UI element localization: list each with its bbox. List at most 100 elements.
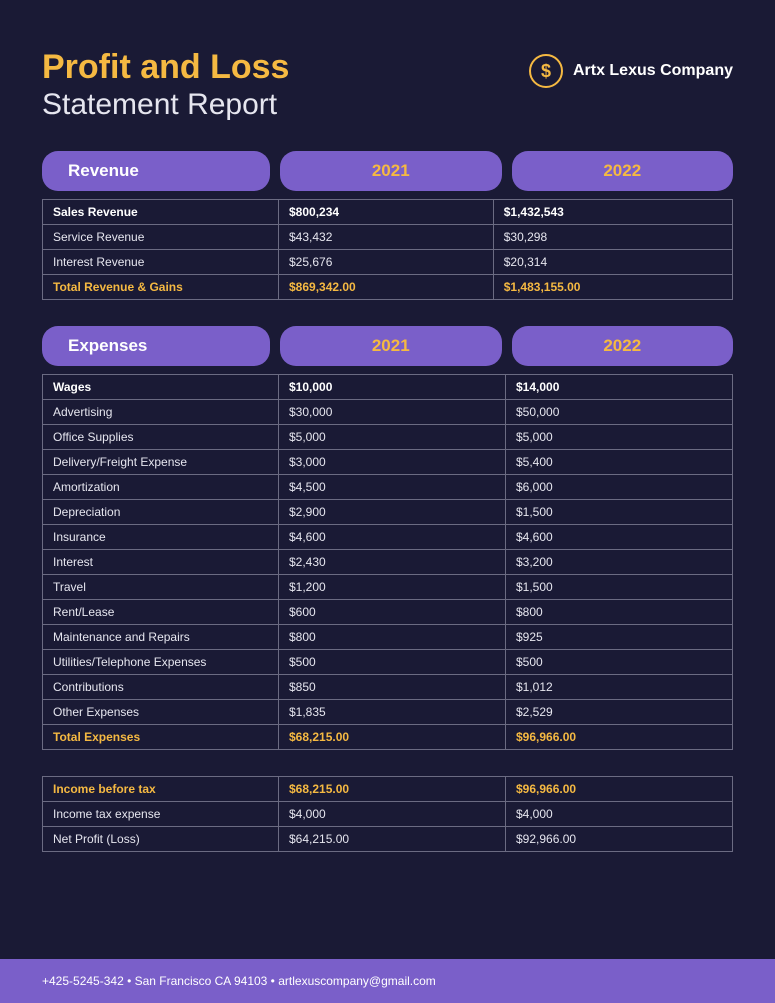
footer-text: +425-5245-342 • San Francisco CA 94103 •… xyxy=(42,974,436,988)
row-y1: $30,000 xyxy=(279,400,506,425)
row-y1: $68,215.00 xyxy=(279,777,506,802)
row-y2: $800 xyxy=(506,600,733,625)
company-block: $ Artx Lexus Company xyxy=(529,54,733,88)
revenue-headers: Revenue 2021 2022 xyxy=(42,151,733,191)
row-y2: $2,529 xyxy=(506,700,733,725)
table-row: Advertising$30,000$50,000 xyxy=(43,400,733,425)
table-row: Depreciation$2,900$1,500 xyxy=(43,500,733,525)
row-y1: $1,200 xyxy=(279,575,506,600)
table-row: Wages$10,000$14,000 xyxy=(43,375,733,400)
row-label: Delivery/Freight Expense xyxy=(43,450,279,475)
row-label: Other Expenses xyxy=(43,700,279,725)
row-y1: $2,430 xyxy=(279,550,506,575)
table-row: Amortization$4,500$6,000 xyxy=(43,475,733,500)
table-row: Net Profit (Loss)$64,215.00$92,966.00 xyxy=(43,827,733,852)
revenue-year1-pill: 2021 xyxy=(280,151,502,191)
summary-table: Income before tax$68,215.00$96,966.00Inc… xyxy=(42,776,733,852)
row-y1: $64,215.00 xyxy=(279,827,506,852)
row-label: Service Revenue xyxy=(43,225,279,250)
row-y1: $5,000 xyxy=(279,425,506,450)
dollar-icon: $ xyxy=(529,54,563,88)
table-row: Other Expenses$1,835$2,529 xyxy=(43,700,733,725)
row-label: Contributions xyxy=(43,675,279,700)
row-y2: $50,000 xyxy=(506,400,733,425)
row-y2: $4,000 xyxy=(506,802,733,827)
expenses-headers: Expenses 2021 2022 xyxy=(42,326,733,366)
row-y1: $600 xyxy=(279,600,506,625)
row-y2: $30,298 xyxy=(493,225,732,250)
row-y2: $6,000 xyxy=(506,475,733,500)
table-row: Travel$1,200$1,500 xyxy=(43,575,733,600)
row-y1: $4,600 xyxy=(279,525,506,550)
row-label: Income tax expense xyxy=(43,802,279,827)
row-label: Income before tax xyxy=(43,777,279,802)
row-y2: $14,000 xyxy=(506,375,733,400)
total-label: Total Expenses xyxy=(43,725,279,750)
row-y2: $500 xyxy=(506,650,733,675)
table-row: Contributions$850$1,012 xyxy=(43,675,733,700)
table-row: Interest$2,430$3,200 xyxy=(43,550,733,575)
total-y1: $68,215.00 xyxy=(279,725,506,750)
revenue-label-pill: Revenue xyxy=(42,151,270,191)
row-label: Net Profit (Loss) xyxy=(43,827,279,852)
row-label: Travel xyxy=(43,575,279,600)
revenue-year2-pill: 2022 xyxy=(512,151,734,191)
row-y2: $5,400 xyxy=(506,450,733,475)
table-row: Sales Revenue$800,234$1,432,543 xyxy=(43,200,733,225)
expenses-year2-pill: 2022 xyxy=(512,326,734,366)
total-label: Total Revenue & Gains xyxy=(43,275,279,300)
table-row: Maintenance and Repairs$800$925 xyxy=(43,625,733,650)
table-row: Insurance$4,600$4,600 xyxy=(43,525,733,550)
row-label: Interest xyxy=(43,550,279,575)
row-label: Rent/Lease xyxy=(43,600,279,625)
row-y2: $5,000 xyxy=(506,425,733,450)
table-total-row: Total Revenue & Gains$869,342.00$1,483,1… xyxy=(43,275,733,300)
footer: +425-5245-342 • San Francisco CA 94103 •… xyxy=(0,959,775,1003)
title-line2: Statement Report xyxy=(42,87,289,123)
title-line1: Profit and Loss xyxy=(42,48,289,87)
table-row: Office Supplies$5,000$5,000 xyxy=(43,425,733,450)
row-y2: $1,012 xyxy=(506,675,733,700)
row-y1: $2,900 xyxy=(279,500,506,525)
total-y1: $869,342.00 xyxy=(279,275,494,300)
row-y2: $4,600 xyxy=(506,525,733,550)
row-y1: $4,000 xyxy=(279,802,506,827)
row-label: Advertising xyxy=(43,400,279,425)
row-y1: $1,835 xyxy=(279,700,506,725)
row-y2: $1,500 xyxy=(506,575,733,600)
row-y2: $3,200 xyxy=(506,550,733,575)
table-row: Interest Revenue$25,676$20,314 xyxy=(43,250,733,275)
revenue-table: Sales Revenue$800,234$1,432,543Service R… xyxy=(42,199,733,300)
table-row: Rent/Lease$600$800 xyxy=(43,600,733,625)
row-y2: $1,500 xyxy=(506,500,733,525)
row-label: Office Supplies xyxy=(43,425,279,450)
expenses-label-pill: Expenses xyxy=(42,326,270,366)
row-y2: $925 xyxy=(506,625,733,650)
header: Profit and Loss Statement Report $ Artx … xyxy=(42,48,733,123)
row-label: Depreciation xyxy=(43,500,279,525)
table-total-row: Total Expenses$68,215.00$96,966.00 xyxy=(43,725,733,750)
row-y2: $92,966.00 xyxy=(506,827,733,852)
row-label: Amortization xyxy=(43,475,279,500)
row-label: Insurance xyxy=(43,525,279,550)
table-row: Income before tax$68,215.00$96,966.00 xyxy=(43,777,733,802)
title-block: Profit and Loss Statement Report xyxy=(42,48,289,123)
page: Profit and Loss Statement Report $ Artx … xyxy=(0,0,775,852)
row-y1: $10,000 xyxy=(279,375,506,400)
row-y1: $500 xyxy=(279,650,506,675)
row-label: Wages xyxy=(43,375,279,400)
table-row: Utilities/Telephone Expenses$500$500 xyxy=(43,650,733,675)
row-y2: $96,966.00 xyxy=(506,777,733,802)
table-row: Delivery/Freight Expense$3,000$5,400 xyxy=(43,450,733,475)
row-label: Utilities/Telephone Expenses xyxy=(43,650,279,675)
row-y1: $4,500 xyxy=(279,475,506,500)
row-y1: $3,000 xyxy=(279,450,506,475)
row-y1: $25,676 xyxy=(279,250,494,275)
total-y2: $1,483,155.00 xyxy=(493,275,732,300)
row-label: Sales Revenue xyxy=(43,200,279,225)
row-label: Maintenance and Repairs xyxy=(43,625,279,650)
row-label: Interest Revenue xyxy=(43,250,279,275)
table-row: Service Revenue$43,432$30,298 xyxy=(43,225,733,250)
row-y1: $850 xyxy=(279,675,506,700)
total-y2: $96,966.00 xyxy=(506,725,733,750)
